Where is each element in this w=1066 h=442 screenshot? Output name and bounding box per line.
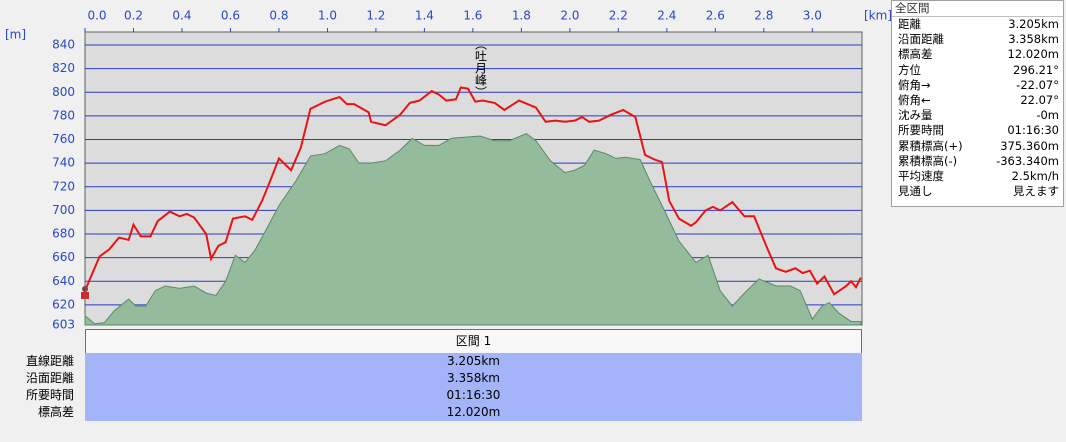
y-tick-label: 720 [52,179,75,193]
y-tick-label: 760 [52,132,75,146]
info-value: 2.5km/h [1011,168,1059,183]
x-tick-label: 1.6 [463,9,482,23]
x-tick-label: 1.0 [318,9,337,23]
x-tick-label: 0.6 [221,9,240,23]
section-label: 直線距離 [25,354,74,368]
section-label: 所要時間 [25,388,74,402]
y-tick-label: 800 [52,85,75,99]
y-tick-label: 620 [52,297,75,311]
y-tick-label: 660 [52,250,75,264]
info-row: 距離 3.205km [892,17,1063,32]
y-tick-label: 740 [52,156,75,170]
y-tick-label: 640 [52,274,75,288]
route-line [84,86,862,296]
x-tick-label: 2.4 [657,9,676,23]
info-label: 標高差 [898,47,933,62]
info-value: 見えます [1013,184,1059,199]
section-value: 3.205km [85,353,862,370]
x-tick-label: 0.2 [124,9,143,23]
y-tick-label: 603 [52,318,75,332]
section-row: 標高差 12.020m [0,404,862,421]
info-row: 俯角→ -22.07° [892,78,1063,93]
section-label: 標高差 [37,405,74,419]
info-value: 296.21° [1013,62,1059,77]
info-row: 見通し 見えます [892,184,1063,199]
peak-annotation: （吐月峰） [474,38,488,98]
section-row: 所要時間 01:16:30 [0,387,862,404]
info-row: 平均速度 2.5km/h [892,169,1063,184]
y-tick-label: 840 [52,37,75,51]
x-tick-label: 1.8 [512,9,531,23]
section-header: 区間 1 [85,329,862,354]
info-title: 全区間 [892,1,1063,17]
x-tick-label: 3.0 [803,9,822,23]
section-value: 12.020m [85,404,862,421]
info-label: 平均速度 [898,168,944,183]
section-row: 直線距離 3.205km [0,353,862,370]
terrain-area [84,133,862,326]
y-tick-label: 700 [52,203,75,217]
start-marker [81,286,89,299]
info-row: 沈み量 -0m [892,108,1063,123]
section-value: 3.358km [85,370,862,387]
x-tick-label: 0.4 [172,9,191,23]
section-value: 01:16:30 [85,387,862,404]
info-panel: 全区間 距離 3.205km 沿面距離 3.358km 標高差 12.020m 方位 296.… [891,0,1064,207]
info-label: 距離 [898,17,921,31]
info-label: 俯角← [898,92,931,107]
info-value: 01:16:30 [1007,123,1059,138]
info-value: -22.07° [1016,77,1059,92]
info-row: 標高差 12.020m [892,47,1063,62]
y-tick-label: 820 [52,61,75,75]
info-label: 累積標高(+) [898,138,963,153]
x-tick-label: 2.2 [609,9,628,23]
info-label: 累積標高(-) [898,153,958,168]
x-tick-label: 2.8 [754,9,773,23]
y-tick-label: 680 [52,227,75,241]
info-row: 沿面距離 3.358km [892,32,1063,47]
x-tick-label: 2.0 [560,9,579,23]
info-value: 3.205km [1008,17,1059,31]
x-tick-label: 0.8 [269,9,288,23]
info-label: 見通し [898,184,933,199]
info-row: 方位 296.21° [892,63,1063,78]
info-label: 沿面距離 [898,32,944,47]
info-row: 所要時間 01:16:30 [892,123,1063,138]
x-tick-label: 0.0 [87,9,106,23]
info-label: 方位 [898,62,921,77]
info-label: 沈み量 [898,108,933,123]
x-unit: [km] [864,9,892,23]
info-row: 累積標高(+) 375.360m [892,139,1063,154]
section-row: 沿面距離 3.358km [0,370,862,387]
info-label: 俯角→ [898,77,931,92]
x-tick-label: 2.6 [706,9,725,23]
info-value: 3.358km [1008,32,1059,47]
info-value: 22.07° [1020,92,1059,107]
info-value: -363.340m [996,153,1059,168]
y-tick-label: 780 [52,108,75,122]
info-value: 375.360m [1000,138,1059,153]
info-row: 累積標高(-) -363.340m [892,154,1063,169]
y-unit: [m] [5,28,26,42]
x-tick-label: 1.4 [415,9,434,23]
x-tick-label: 1.2 [366,9,385,23]
info-value: -0m [1036,108,1059,123]
info-row: 俯角← 22.07° [892,93,1063,108]
info-value: 12.020m [1007,47,1059,62]
section-label: 沿面距離 [25,371,74,385]
info-label: 所要時間 [898,123,944,138]
